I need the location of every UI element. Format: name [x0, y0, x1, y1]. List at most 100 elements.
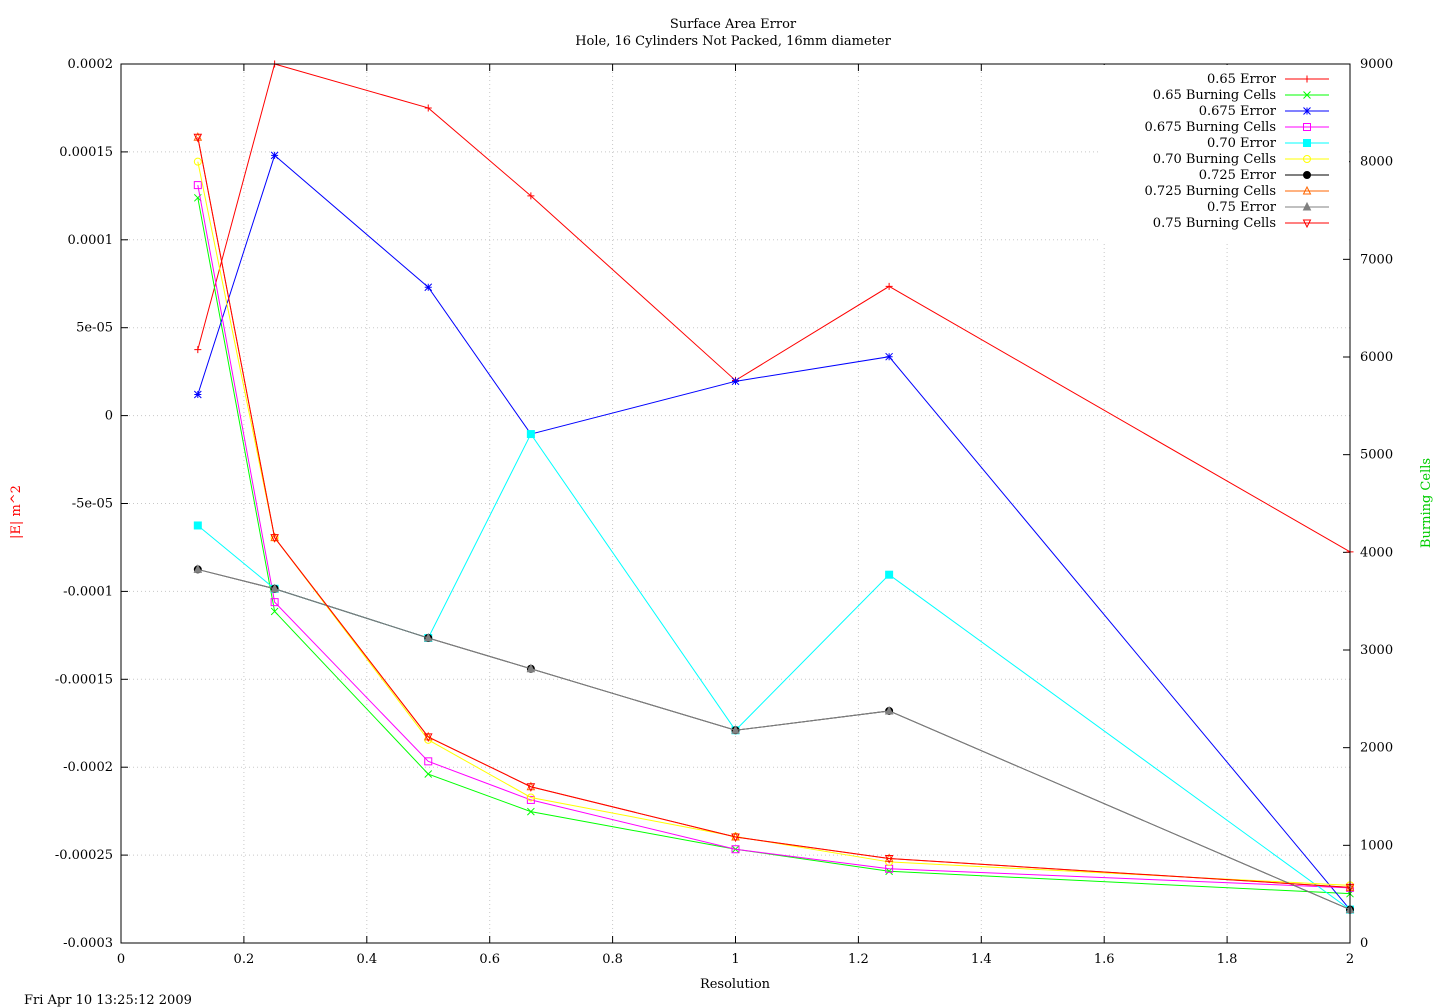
data-point — [424, 770, 433, 778]
data-point — [423, 632, 433, 642]
y2-tick-label: 7000 — [1360, 252, 1393, 267]
y-axis-label: |E| m^2 — [9, 485, 24, 539]
legend-item: 0.675 Burning Cells — [1145, 120, 1329, 135]
data-point — [193, 133, 203, 143]
y-tick-label: 0.0001 — [68, 233, 114, 248]
data-point — [885, 352, 893, 361]
data-point — [1303, 75, 1311, 83]
data-point — [193, 181, 202, 190]
data-point — [1302, 201, 1312, 211]
data-point — [527, 192, 535, 200]
y-tick-label: 5e-05 — [76, 321, 113, 336]
data-point — [526, 663, 536, 673]
legend-item: 0.75 Burning Cells — [1153, 216, 1329, 231]
legend-item: 0.70 Burning Cells — [1153, 152, 1329, 167]
series-0-725-burning-cells — [193, 132, 1355, 891]
x-axis-ticks: 0 0.2 0.4 0.6 0.8 1 1.2 1.4 1.6 1.8 2 — [117, 64, 1354, 967]
legend-label: 0.75 Error — [1207, 200, 1277, 215]
data-point — [194, 346, 202, 354]
x-tick-label: 0.2 — [234, 952, 255, 967]
data-point — [1303, 139, 1311, 147]
data-point — [193, 564, 203, 573]
data-point — [1302, 185, 1312, 195]
y2-tick-label: 5000 — [1360, 448, 1393, 463]
data-point — [1303, 155, 1311, 163]
data-point — [885, 282, 893, 290]
y-tick-label: -0.00015 — [55, 672, 113, 687]
data-point — [424, 104, 432, 112]
series-0-75-burning-cells — [193, 133, 1355, 893]
legend-item: 0.65 Error — [1207, 72, 1329, 87]
x-tick-label: 0 — [117, 952, 125, 967]
data-point — [193, 521, 202, 530]
x-tick-label: 1 — [731, 952, 739, 967]
series-line — [197, 154, 1351, 910]
legend-label: 0.725 Burning Cells — [1145, 184, 1276, 199]
series-0-725-error — [193, 565, 1354, 914]
data-point — [731, 845, 740, 854]
y2-axis-label: Burning Cells — [1419, 458, 1434, 548]
series-line — [197, 433, 1351, 911]
data-point — [731, 725, 740, 734]
x-tick-label: 0.8 — [602, 952, 623, 967]
y2-tick-label: 1000 — [1360, 838, 1393, 853]
data-point — [1303, 91, 1311, 99]
legend-label: 0.65 Burning Cells — [1153, 88, 1276, 103]
legend-label: 0.725 Error — [1199, 168, 1277, 183]
legend-item: 0.725 Error — [1199, 168, 1329, 183]
data-point — [1303, 123, 1311, 131]
series-line — [197, 568, 1351, 911]
data-point — [731, 377, 740, 386]
data-point — [731, 833, 740, 843]
series-layer — [193, 60, 1355, 914]
x-tick-label: 2 — [1346, 952, 1354, 967]
data-point — [884, 855, 894, 864]
y-tick-label: -0.0003 — [63, 936, 113, 951]
x-tick-label: 1.2 — [848, 952, 869, 967]
y2-axis-ticks: 0 1000 2000 3000 4000 5000 6000 7000 8000 9000 — [1343, 57, 1393, 951]
data-point — [885, 570, 894, 579]
data-point — [526, 430, 535, 439]
legend-label: 0.70 Error — [1207, 136, 1277, 151]
y-tick-label: 0.0002 — [68, 57, 114, 72]
x-tick-label: 1.8 — [1217, 952, 1238, 967]
data-point — [526, 793, 535, 802]
y2-tick-label: 0 — [1360, 936, 1368, 951]
legend-label: 0.675 Error — [1199, 104, 1277, 119]
series-line — [197, 185, 1351, 889]
y2-tick-label: 6000 — [1360, 350, 1393, 365]
legend-item: 0.65 Burning Cells — [1153, 88, 1329, 103]
y-tick-label: -0.0002 — [63, 760, 113, 775]
legend-item: 0.75 Error — [1207, 200, 1329, 215]
series-line — [197, 137, 1351, 888]
series-line — [197, 568, 1351, 911]
series-line — [197, 197, 1351, 895]
series-0-70-burning-cells — [193, 157, 1354, 890]
series-0-65-burning-cells — [193, 193, 1354, 898]
grid-lines — [121, 64, 1350, 943]
series-0-75-error — [193, 564, 1355, 914]
x-axis-label: Resolution — [700, 977, 771, 992]
legend-label: 0.70 Burning Cells — [1153, 152, 1276, 167]
x-tick-label: 0.4 — [356, 952, 377, 967]
x-tick-label: 1.4 — [971, 952, 992, 967]
y2-tick-label: 8000 — [1360, 155, 1393, 170]
data-point — [193, 390, 202, 399]
y-tick-label: -0.00025 — [55, 848, 113, 863]
chart-subtitle: Hole, 16 Cylinders Not Packed, 16mm diam… — [575, 34, 891, 49]
data-point — [193, 157, 202, 166]
data-point — [270, 151, 279, 160]
legend-item: 0.70 Error — [1207, 136, 1329, 151]
data-point — [423, 733, 433, 743]
data-point — [1303, 171, 1311, 179]
data-point — [526, 795, 535, 804]
timestamp: Fri Apr 10 13:25:12 2009 — [24, 993, 192, 1008]
legend-label: 0.75 Burning Cells — [1153, 216, 1276, 231]
series-line — [197, 161, 1351, 886]
data-point — [270, 598, 279, 607]
series-0-675-error — [193, 151, 1354, 914]
data-point — [270, 534, 279, 543]
data-point — [527, 807, 535, 816]
